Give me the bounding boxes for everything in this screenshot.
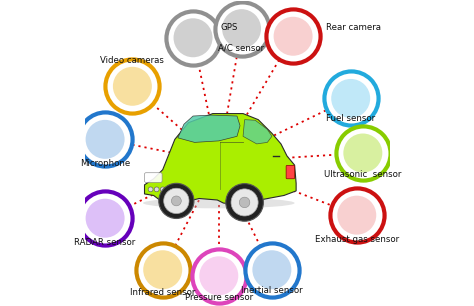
Polygon shape [178, 115, 240, 142]
FancyBboxPatch shape [145, 173, 162, 182]
Point [128, 84, 136, 89]
Text: Ultrasonic  sensor: Ultrasonic sensor [324, 170, 401, 179]
Text: RADAR sensor: RADAR sensor [74, 238, 136, 247]
Point [347, 96, 355, 101]
Circle shape [154, 187, 159, 192]
Point [347, 96, 355, 101]
Polygon shape [145, 114, 296, 204]
Point [353, 213, 361, 218]
Point [238, 26, 246, 31]
Point [159, 267, 166, 272]
Point [215, 273, 223, 278]
Point [101, 216, 109, 221]
Text: Video cameras: Video cameras [100, 56, 164, 65]
Circle shape [164, 188, 189, 214]
Text: GPS: GPS [220, 23, 237, 32]
Point [289, 34, 297, 39]
Point [268, 267, 276, 272]
Text: Rear camera: Rear camera [327, 23, 382, 32]
FancyBboxPatch shape [286, 166, 295, 179]
Circle shape [231, 189, 258, 216]
Circle shape [148, 187, 153, 192]
Text: Infrared sensor: Infrared sensor [130, 288, 195, 297]
Ellipse shape [143, 198, 295, 208]
Point [353, 213, 361, 218]
Point [101, 137, 109, 142]
Point [359, 151, 366, 155]
Point [215, 273, 223, 278]
Point [289, 34, 297, 39]
Text: Inertial sensor: Inertial sensor [241, 286, 303, 296]
Point [268, 267, 276, 272]
Point [359, 151, 366, 155]
Point [128, 84, 136, 89]
Point [189, 35, 197, 40]
Circle shape [159, 183, 194, 218]
Text: Microphone: Microphone [80, 159, 130, 168]
Point [189, 35, 197, 40]
Text: Pressure sensor: Pressure sensor [185, 293, 253, 301]
Text: Fuel sensor: Fuel sensor [326, 114, 375, 123]
Polygon shape [243, 120, 272, 144]
Text: Exhaust gas sensor: Exhaust gas sensor [315, 235, 399, 244]
Text: A/C sensor: A/C sensor [219, 44, 264, 53]
Point [159, 267, 166, 272]
Circle shape [172, 196, 181, 206]
Circle shape [160, 187, 165, 192]
Point [101, 137, 109, 142]
Circle shape [239, 197, 250, 208]
Circle shape [226, 184, 264, 221]
Point [238, 26, 246, 31]
Point [101, 216, 109, 221]
